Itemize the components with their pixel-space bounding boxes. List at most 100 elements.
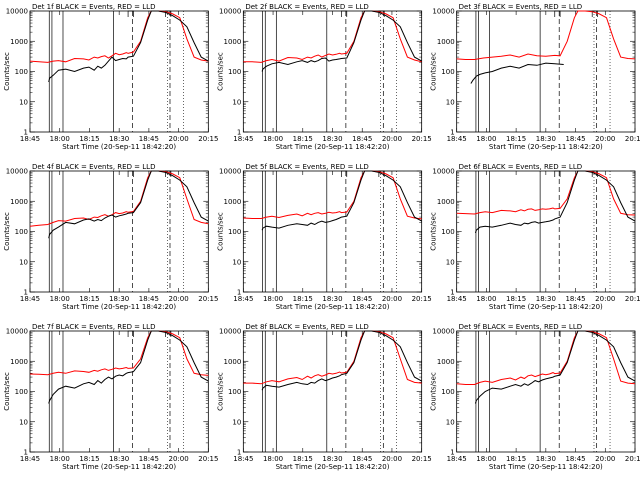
- x-tick-label: 18:45: [139, 135, 159, 143]
- y-axis-title: Counts/sec: [216, 372, 224, 411]
- x-axis-title: Start Time (20-Sep-11 18:42:20): [489, 463, 603, 471]
- y-axis-title: Counts/sec: [430, 372, 438, 411]
- x-tick-label: 18:00: [263, 295, 283, 303]
- series-line-lld: [243, 170, 422, 220]
- chart-panel-2: Det 2f BLACK = Events, RED = LLD 1 10 100 10…: [216, 3, 431, 151]
- y-tick-label: 100: [228, 388, 241, 396]
- y-tick-label: 10000: [6, 8, 28, 16]
- x-tick-label: 20:15: [198, 295, 218, 303]
- y-tick-label: 1000: [10, 198, 28, 206]
- x-tick-label: 20:00: [169, 455, 189, 463]
- x-tick-label: 18:00: [476, 135, 496, 143]
- x-tick-label: 18:15: [506, 455, 526, 463]
- x-tick-label: 18:00: [476, 295, 496, 303]
- y-tick-label: 10000: [219, 8, 241, 16]
- y-tick-label: 10000: [6, 328, 28, 336]
- x-tick-label: 20:15: [625, 295, 640, 303]
- y-tick-label: 100: [441, 228, 454, 236]
- y-tick-label: 100: [228, 228, 241, 236]
- x-tick-label: 20:00: [595, 135, 615, 143]
- x-tick-label: 20:15: [198, 455, 218, 463]
- y-tick-label: 10000: [432, 328, 454, 336]
- x-tick-label: 18:15: [293, 295, 313, 303]
- chart-panel-6: Det 6f BLACK = Events, RED = LLD 1 10 100 10…: [430, 163, 640, 311]
- y-tick-label: 10: [19, 418, 28, 426]
- x-tick-label: 18:30: [109, 455, 129, 463]
- state-bracket: [127, 10, 134, 17]
- chart-title: Det 8f BLACK = Events, RED = LLD: [245, 323, 368, 331]
- series-line-events: [261, 330, 422, 391]
- series-line-lld: [456, 170, 636, 216]
- x-tick-label: 20:00: [169, 135, 189, 143]
- state-bracket: [378, 10, 385, 17]
- state-bracket: [554, 170, 561, 177]
- y-axis-title: Counts/sec: [430, 212, 438, 251]
- chart-title: Det 7f BLACK = Events, RED = LLD: [32, 323, 155, 331]
- x-tick-label: 18:15: [293, 455, 313, 463]
- state-bracket: [127, 330, 134, 337]
- y-axis-title: Counts/sec: [3, 212, 11, 251]
- x-tick-label: 18:45: [352, 135, 372, 143]
- x-tick-label: 18:45: [20, 295, 40, 303]
- y-tick-label: 1000: [437, 38, 455, 46]
- chart-title: Det 6f BLACK = Events, RED = LLD: [459, 163, 582, 171]
- plot-frame: [242, 10, 423, 133]
- x-tick-label: 18:45: [447, 135, 467, 143]
- x-tick-label: 18:45: [352, 455, 372, 463]
- y-axis-title: Counts/sec: [216, 212, 224, 251]
- y-tick-label: 10: [19, 98, 28, 106]
- y-tick-label: 1: [24, 449, 28, 457]
- x-tick-label: 18:15: [79, 135, 99, 143]
- x-tick-label: 20:15: [198, 135, 218, 143]
- x-tick-label: 20:15: [412, 295, 432, 303]
- plot-frame: [29, 170, 209, 293]
- y-tick-label: 10000: [432, 8, 454, 16]
- state-bracket: [554, 10, 561, 17]
- plot-frame: [456, 10, 636, 133]
- series-line-events: [474, 330, 636, 404]
- y-tick-label: 1000: [10, 38, 28, 46]
- x-tick-label: 18:00: [263, 135, 283, 143]
- x-tick-label: 18:30: [322, 455, 342, 463]
- x-tick-label: 20:00: [382, 455, 402, 463]
- y-tick-label: 10000: [6, 168, 28, 176]
- y-tick-label: 10: [446, 98, 455, 106]
- chart-title: Det 3f BLACK = Events, RED = LLD: [459, 3, 582, 11]
- x-tick-label: 18:45: [352, 295, 372, 303]
- y-tick-label: 1: [24, 289, 28, 297]
- x-axis-title: Start Time (20-Sep-11 18:42:20): [62, 303, 176, 311]
- series-line-events: [470, 62, 564, 84]
- chart-panel-7: Det 7f BLACK = Events, RED = LLD 1 10 100 10…: [3, 323, 218, 471]
- y-tick-label: 1000: [224, 38, 242, 46]
- state-bracket: [341, 10, 348, 17]
- x-tick-label: 18:30: [536, 295, 556, 303]
- state-bracket: [341, 330, 348, 337]
- chart-panel-9: Det 9f BLACK = Events, RED = LLD 1 10 100 10…: [430, 323, 640, 471]
- x-tick-label: 18:30: [109, 295, 129, 303]
- x-axis-title: Start Time (20-Sep-11 18:42:20): [276, 463, 390, 471]
- y-tick-label: 100: [15, 228, 28, 236]
- y-tick-label: 10000: [219, 328, 241, 336]
- y-tick-label: 1000: [224, 358, 242, 366]
- chart-title: Det 4f BLACK = Events, RED = LLD: [32, 163, 155, 171]
- series-line-lld: [29, 170, 209, 227]
- x-tick-label: 18:15: [79, 455, 99, 463]
- x-tick-label: 18:45: [447, 295, 467, 303]
- y-tick-label: 100: [228, 68, 241, 76]
- x-tick-label: 18:45: [233, 455, 253, 463]
- y-tick-label: 1: [24, 129, 28, 137]
- x-tick-label: 18:15: [506, 295, 526, 303]
- state-bracket: [378, 170, 385, 177]
- chart-title: Det 1f BLACK = Events, RED = LLD: [32, 3, 155, 11]
- x-tick-label: 20:00: [382, 295, 402, 303]
- x-tick-label: 18:45: [139, 455, 159, 463]
- y-tick-label: 1000: [10, 358, 28, 366]
- x-tick-label: 18:45: [20, 135, 40, 143]
- chart-panel-8: Det 8f BLACK = Events, RED = LLD 1 10 100 10…: [216, 323, 431, 471]
- x-tick-label: 18:45: [233, 295, 253, 303]
- x-tick-label: 20:00: [169, 295, 189, 303]
- state-bracket: [165, 170, 172, 177]
- series-line-events: [474, 170, 636, 234]
- series-line-events: [48, 330, 209, 404]
- series-line-events: [48, 170, 209, 239]
